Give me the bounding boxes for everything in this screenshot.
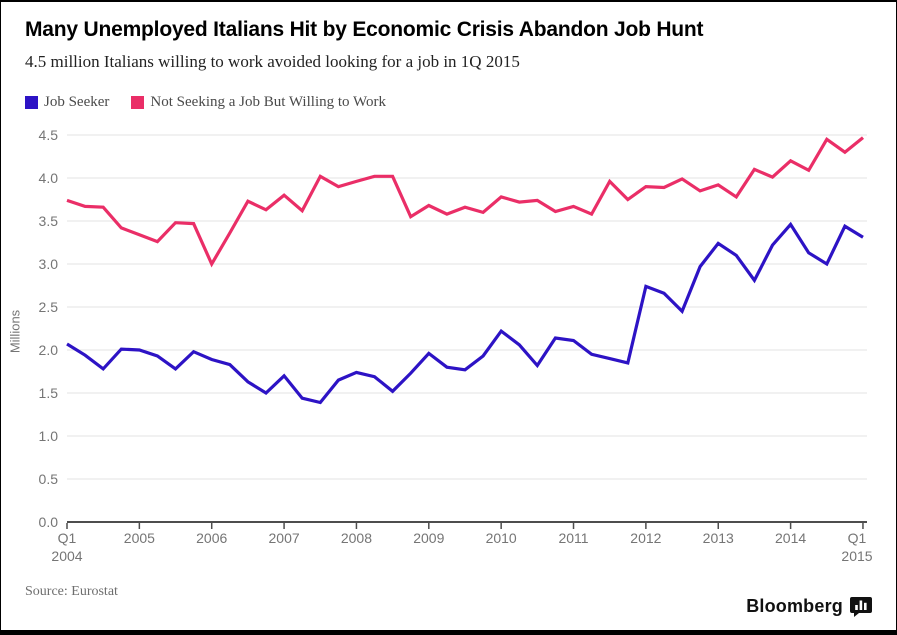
source-note: Source: Eurostat [25, 584, 118, 599]
x-axis-label: 2013 [702, 530, 734, 546]
y-axis-label: 4.0 [38, 170, 58, 186]
y-axis-label: 0.5 [38, 471, 58, 487]
chart-title: Many Unemployed Italians Hit by Economic… [25, 18, 704, 41]
series-line-not-seeking [66, 136, 865, 268]
chart-subtitle: 4.5 million Italians willing to work avo… [25, 52, 520, 71]
legend-swatch-job-seeker [25, 96, 38, 109]
legend-label: Not Seeking a Job But Willing to Work [150, 94, 386, 110]
y-axis-label: 2.5 [38, 299, 58, 315]
legend-label: Job Seeker [44, 94, 110, 110]
y-axis-label: 0.0 [38, 514, 58, 530]
x-axis-label: 2006 [196, 530, 228, 546]
y-axis-label: 4.5 [38, 127, 58, 143]
brand-logo: Bloomberg [746, 596, 872, 617]
y-axis-label: 1.0 [38, 428, 58, 444]
legend-swatch-not-seeking [131, 96, 145, 109]
x-axis-label: Q1 2015 [841, 530, 873, 564]
y-axis-label: 3.5 [38, 213, 58, 229]
x-axis-label: 2010 [485, 530, 517, 546]
y-axis-label: 2.0 [38, 342, 58, 358]
x-axis-label: Q1 2004 [51, 530, 83, 564]
y-axis-label: 1.5 [38, 385, 58, 401]
y-axis-label: 3.0 [38, 256, 58, 272]
x-axis-label: 2008 [340, 530, 373, 546]
x-axis-label: 2007 [268, 530, 300, 546]
series-line-job-seeker [66, 221, 864, 405]
x-axis-label: 2005 [123, 530, 155, 546]
x-axis-label: 2009 [413, 530, 445, 546]
x-axis-label: 2011 [558, 530, 589, 546]
legend: Job Seeker Not Seeking a Job But Willing … [25, 94, 386, 111]
x-axis-label: 2014 [775, 530, 807, 546]
brand-wordmark: Bloomberg [746, 596, 843, 616]
legend-item: Not Seeking a Job But Willing to Work [131, 94, 386, 111]
bloomberg-chart-icon [850, 596, 872, 617]
legend-item: Job Seeker [25, 94, 109, 111]
x-axis-label: 2012 [630, 530, 662, 546]
